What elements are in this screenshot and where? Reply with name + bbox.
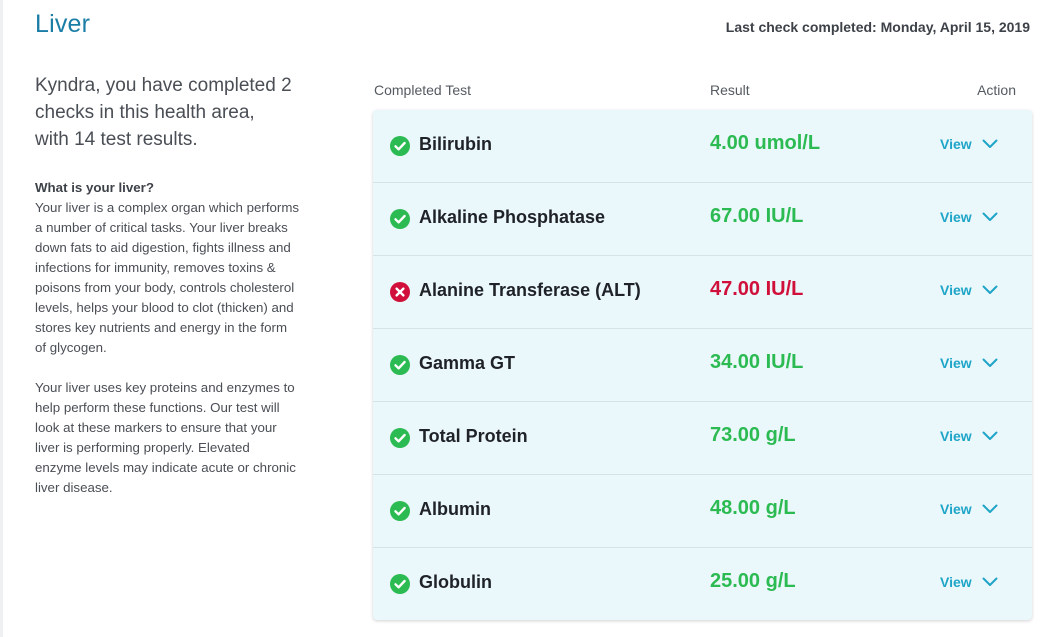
- chevron-down-icon: [972, 282, 998, 298]
- result-value: 48.00 g/L: [710, 497, 796, 519]
- result-value: 47.00 IU/L: [710, 278, 804, 300]
- view-button[interactable]: View: [940, 209, 998, 225]
- view-button[interactable]: View: [940, 355, 998, 371]
- result-value: 4.00 umol/L: [710, 132, 821, 154]
- result-value: 25.00 g/L: [710, 570, 796, 592]
- column-header-action: Action: [977, 82, 1016, 98]
- table-row: Albumin 48.00 g/L View: [373, 475, 1032, 548]
- view-button[interactable]: View: [940, 136, 998, 152]
- view-button-label: View: [940, 355, 972, 371]
- chevron-down-icon: [972, 501, 998, 517]
- test-name: Bilirubin: [419, 134, 492, 154]
- check-circle-icon: [390, 501, 410, 521]
- result-value: 67.00 IU/L: [710, 205, 804, 227]
- test-name: Albumin: [419, 499, 491, 519]
- check-circle-icon: [390, 574, 410, 594]
- check-circle-icon: [390, 355, 410, 375]
- chevron-down-icon: [972, 136, 998, 152]
- column-header-result: Result: [710, 82, 750, 98]
- chevron-down-icon: [972, 574, 998, 590]
- summary-text: Kyndra, you have completed 2 checks in t…: [35, 72, 305, 153]
- view-button-label: View: [940, 428, 972, 444]
- results-table: Bilirubin 4.00 umol/L View Alkaline Phospha…: [373, 110, 1032, 620]
- view-button[interactable]: View: [940, 428, 998, 444]
- view-button[interactable]: View: [940, 574, 998, 590]
- table-row: Total Protein 73.00 g/L View: [373, 402, 1032, 475]
- check-circle-icon: [390, 428, 410, 448]
- view-button-label: View: [940, 282, 972, 298]
- test-name: Gamma GT: [419, 353, 516, 373]
- info-paragraph: Your liver uses key proteins and enzymes…: [35, 380, 296, 495]
- view-button-label: View: [940, 209, 972, 225]
- table-row: Bilirubin 4.00 umol/L View: [373, 110, 1032, 183]
- view-button-label: View: [940, 501, 972, 517]
- test-name: Alkaline Phosphatase: [419, 207, 606, 227]
- chevron-down-icon: [972, 355, 998, 371]
- summary-line: checks in this health area,: [35, 102, 255, 123]
- chevron-down-icon: [972, 428, 998, 444]
- liver-info: What is your liver? Your liver is a comp…: [35, 178, 300, 518]
- info-heading: What is your liver?: [35, 180, 154, 195]
- view-button-label: View: [940, 574, 972, 590]
- check-circle-icon: [390, 136, 410, 156]
- table-row: Alkaline Phosphatase 67.00 IU/L View: [373, 183, 1032, 256]
- table-row: Gamma GT 34.00 IU/L View: [373, 329, 1032, 402]
- test-name: Total Protein: [419, 426, 528, 446]
- table-row: Globulin 25.00 g/L View: [373, 548, 1032, 620]
- check-circle-icon: [390, 209, 410, 229]
- result-value: 34.00 IU/L: [710, 351, 804, 373]
- column-header-test: Completed Test: [374, 82, 472, 98]
- view-button[interactable]: View: [940, 501, 998, 517]
- summary-line: Kyndra, you have completed 2: [35, 75, 292, 96]
- result-value: 73.00 g/L: [710, 424, 796, 446]
- last-check-date: Last check completed: Monday, April 15, …: [725, 19, 1030, 35]
- view-button[interactable]: View: [940, 282, 998, 298]
- summary-line: with 14 test results.: [35, 129, 198, 150]
- test-name: Alanine Transferase (ALT): [419, 280, 641, 300]
- x-circle-icon: [390, 282, 410, 302]
- table-row: Alanine Transferase (ALT) 47.00 IU/L View: [373, 256, 1032, 329]
- info-paragraph: Your liver is a complex organ which perf…: [35, 200, 300, 355]
- view-button-label: View: [940, 136, 972, 152]
- page-title: Liver: [35, 10, 91, 38]
- chevron-down-icon: [972, 209, 998, 225]
- test-name: Globulin: [419, 572, 492, 592]
- left-rail: [0, 0, 3, 637]
